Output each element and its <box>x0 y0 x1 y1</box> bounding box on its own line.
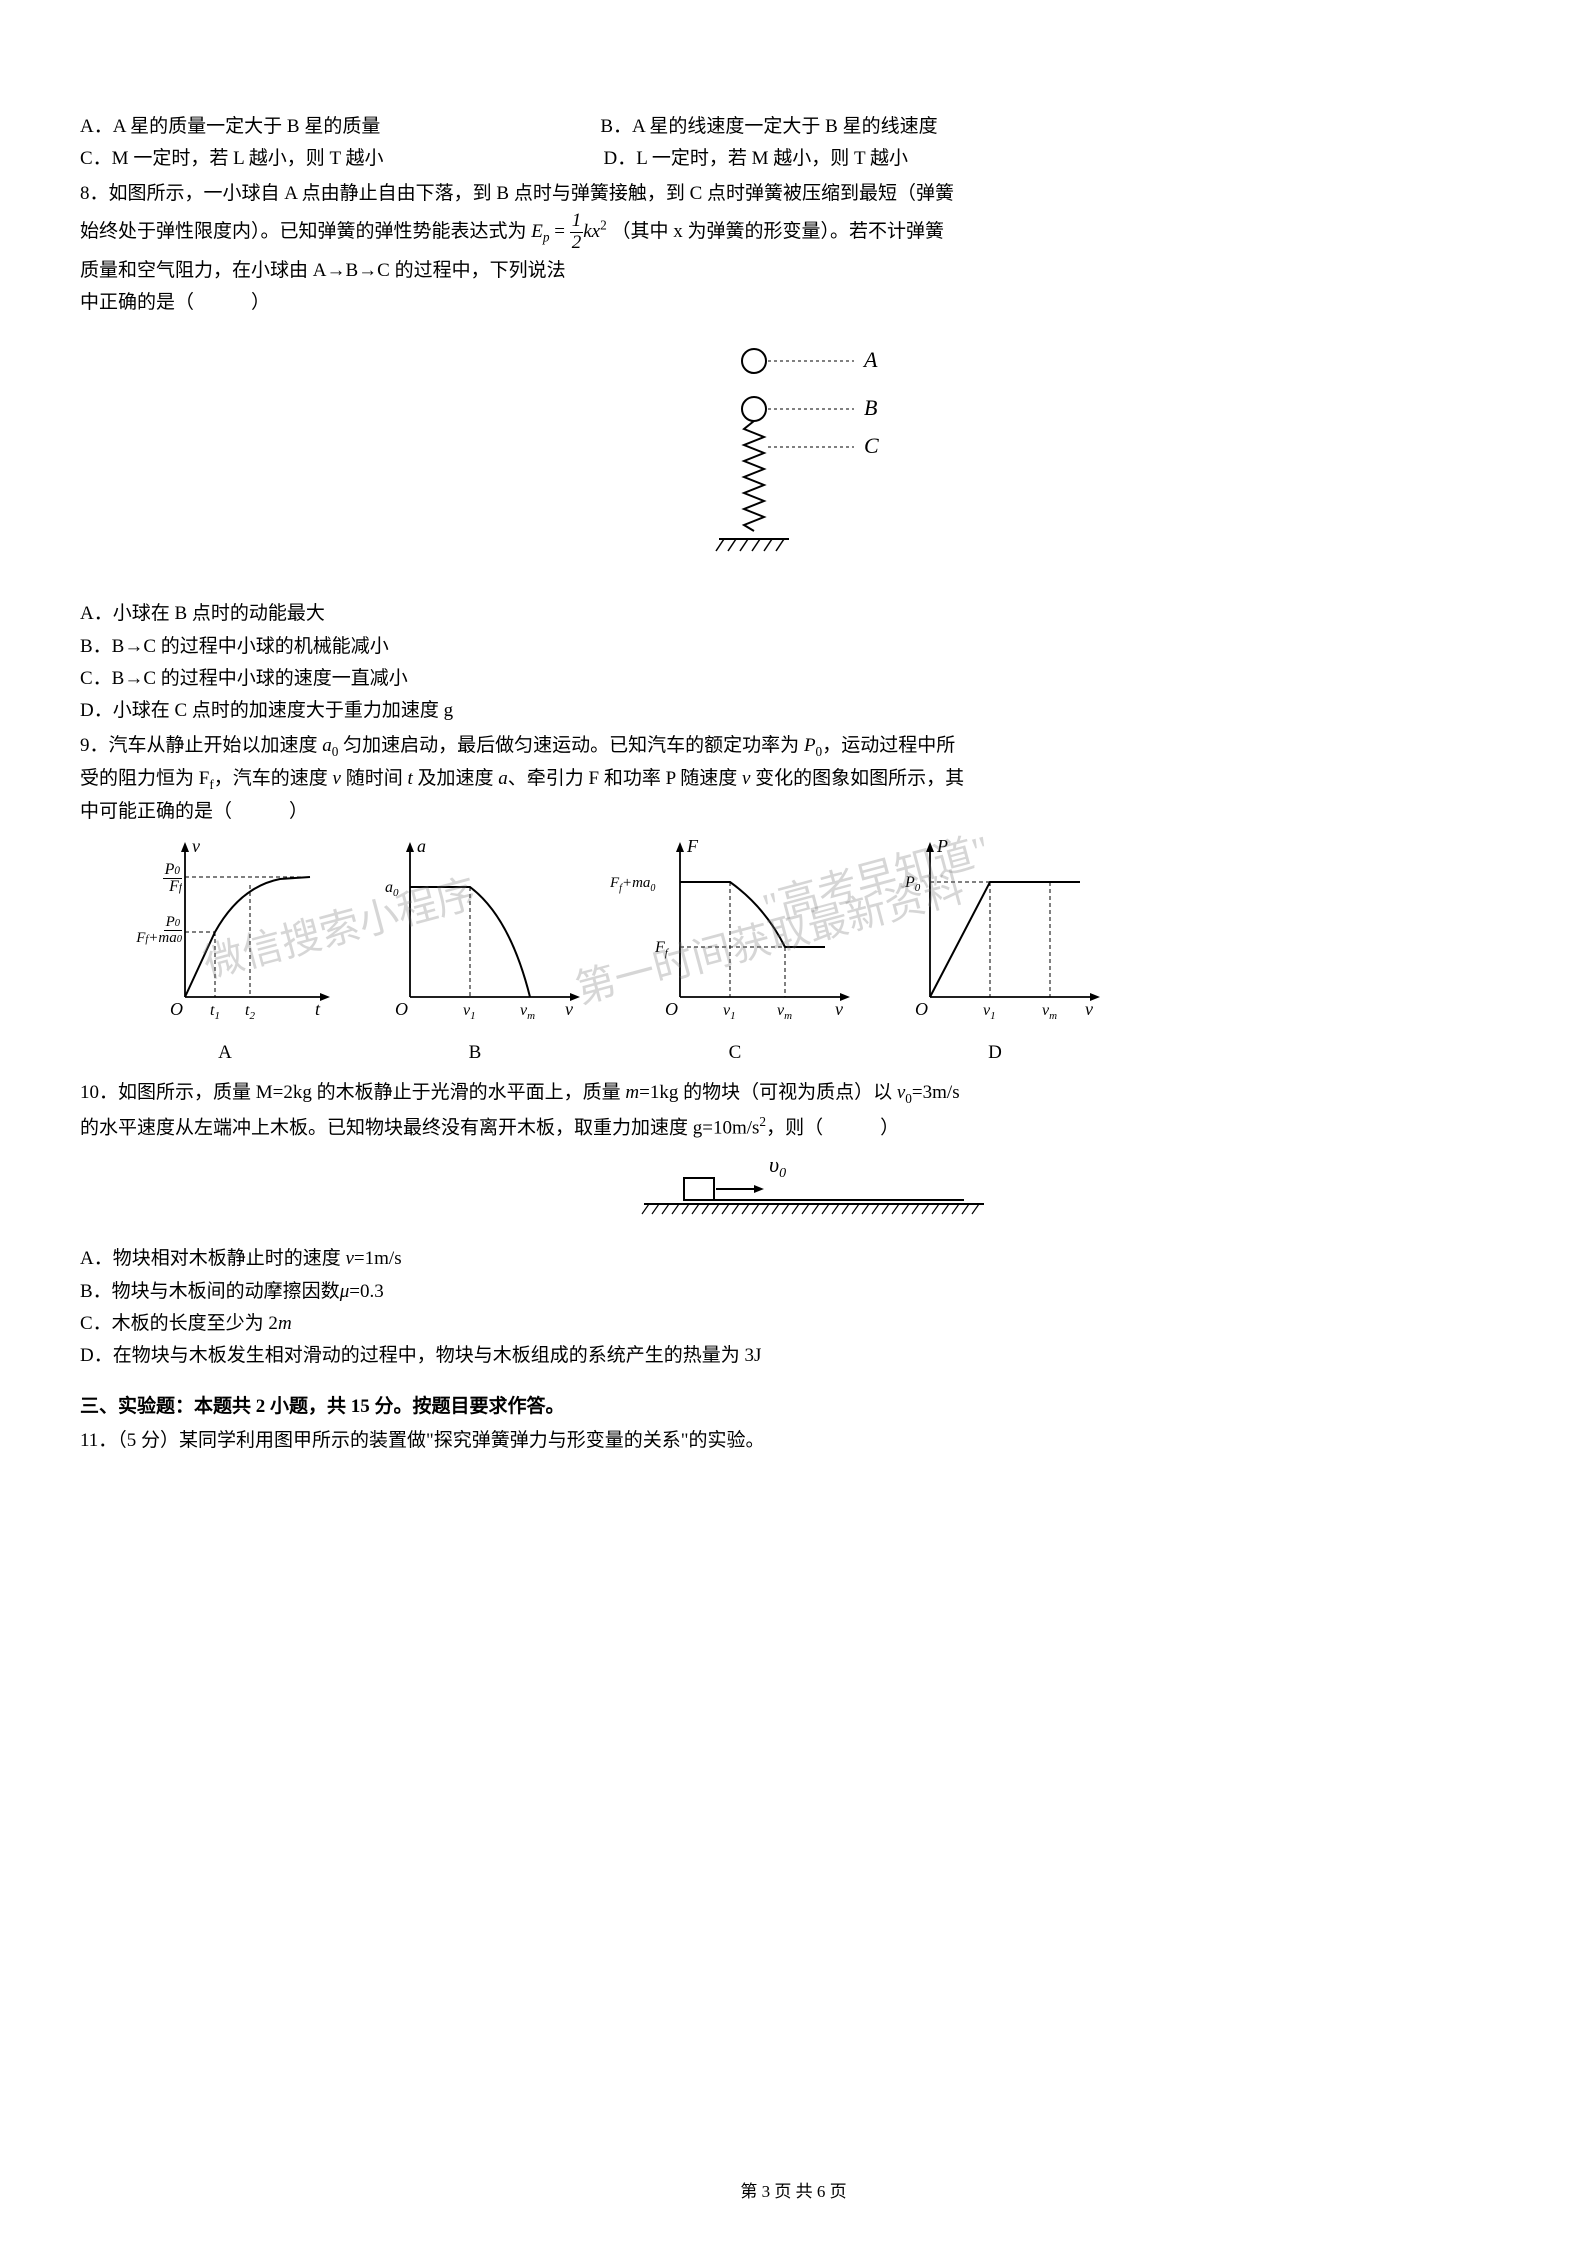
q9-intro1: 9．汽车从静止开始以加速度 a0 匀加速启动，最后做匀速运动。已知汽车的额定功率… <box>80 731 1507 762</box>
q8-intro4: 中正确的是（ ） <box>80 288 1507 318</box>
svg-text:O: O <box>170 999 183 1019</box>
q7-options-cd: C．M 一定时，若 L 越小，则 T 越小 D．L 一定时，若 M 越小，则 T… <box>80 144 1507 174</box>
graph-d: P v O P0 v1 vm D <box>880 837 1110 1068</box>
spring-label-c: C <box>864 433 879 458</box>
svg-text:O: O <box>665 999 678 1019</box>
svg-text:v: v <box>1085 999 1093 1019</box>
svg-text:v: v <box>192 837 200 856</box>
svg-text:t: t <box>315 999 321 1019</box>
q8-opt-d: D．小球在 C 点时的加速度大于重力加速度 g <box>80 696 1507 726</box>
graph-b-label: B <box>360 1038 590 1068</box>
svg-text:v1: v1 <box>723 1002 736 1022</box>
svg-text:v1: v1 <box>463 1002 476 1022</box>
spring-label-a: A <box>862 347 878 372</box>
q7-options-ab: A．A 星的质量一定大于 B 星的质量 B．A 星的线速度一定大于 B 星的线速… <box>80 112 1507 142</box>
svg-text:vm: vm <box>520 1002 535 1022</box>
q8-opt-b: B．B→C 的过程中小球的机械能减小 <box>80 632 1507 662</box>
q10-opt-d: D．在物块与木板发生相对滑动的过程中，物块与木板组成的系统产生的热量为 3J <box>80 1341 1507 1371</box>
graph-b: a v O a0 v1 vm B <box>360 837 590 1068</box>
svg-text:v: v <box>565 999 573 1019</box>
q9-graphs: 微信搜索小程序 "高考早知道" 第一时间获取最新资料 v t O P0 Ff <box>80 837 1507 1068</box>
q8-opt-a: A．小球在 B 点时的动能最大 <box>80 599 1507 629</box>
q7-opt-b: B．A 星的线速度一定大于 B 星的线速度 <box>600 112 937 142</box>
q11-text: 11．（5 分）某同学利用图甲所示的装置做"探究弹簧弹力与形变量的关系"的实验。 <box>80 1426 1507 1456</box>
q10-opt-b: B．物块与木板间的动摩擦因数μ=0.3 <box>80 1277 1507 1307</box>
svg-text:F: F <box>686 837 699 856</box>
svg-text:υ0: υ0 <box>769 1154 786 1181</box>
q8-intro3: 质量和空气阻力，在小球由 A→B→C 的过程中，下列说法 <box>80 256 1507 286</box>
graph-a-label: A <box>110 1038 340 1068</box>
section-3-header: 三、实验题：本题共 2 小题，共 15 分。按题目要求作答。 <box>80 1392 1507 1422</box>
spring-label-b: B <box>864 395 877 420</box>
svg-text:v1: v1 <box>983 1002 996 1022</box>
q7-opt-c: C．M 一定时，若 L 越小，则 T 越小 <box>80 144 383 174</box>
svg-text:t2: t2 <box>245 1002 255 1022</box>
svg-text:Ff+ma0: Ff+ma0 <box>610 875 655 894</box>
svg-text:vm: vm <box>777 1002 792 1022</box>
svg-text:vm: vm <box>1042 1002 1057 1022</box>
q10-diagram: υ0 <box>80 1154 1507 1234</box>
graph-a: v t O P0 Ff P0 Ff+ma0 <box>110 837 340 1068</box>
page-footer: 第 3 页 共 6 页 <box>0 2178 1587 2205</box>
q8-opt-c: C．B→C 的过程中小球的速度一直减小 <box>80 664 1507 694</box>
svg-text:P: P <box>936 837 948 856</box>
svg-text:O: O <box>395 999 408 1019</box>
q10-intro2: 的水平速度从左端冲上木板。已知物块最终没有离开木板，取重力加速度 g=10m/s… <box>80 1111 1507 1144</box>
q8-fraction: 1 2 <box>570 211 584 254</box>
svg-text:Ff: Ff <box>654 939 670 959</box>
q8-diagram: A B C <box>80 339 1507 579</box>
svg-text:v: v <box>835 999 843 1019</box>
q8-intro1: 8．如图所示，一小球自 A 点由静止自由下落，到 B 点时与弹簧接触，到 C 点… <box>80 179 1507 209</box>
svg-text:t1: t1 <box>210 1002 220 1022</box>
svg-text:a0: a0 <box>385 879 399 899</box>
svg-text:a: a <box>417 837 426 856</box>
q7-opt-d: D．L 一定时，若 M 越小，则 T 越小 <box>603 144 908 174</box>
graph-c: F v O Ff+ma0 Ff v1 vm C <box>610 837 860 1068</box>
svg-text:O: O <box>915 999 928 1019</box>
q8-intro2: 始终处于弹性限度内）。已知弹簧的弹性势能表达式为 Ep = 1 2 kx2 （其… <box>80 211 1507 254</box>
graph-d-label: D <box>880 1038 1110 1068</box>
q10-intro1: 10．如图所示，质量 M=2kg 的木板静止于光滑的水平面上，质量 m=1kg … <box>80 1078 1507 1109</box>
svg-text:P0: P0 <box>904 874 921 894</box>
q7-opt-a: A．A 星的质量一定大于 B 星的质量 <box>80 112 380 142</box>
graph-c-label: C <box>610 1038 860 1068</box>
q10-opt-c: C．木板的长度至少为 2m <box>80 1309 1507 1339</box>
q9-intro3: 中可能正确的是（ ） <box>80 797 1507 827</box>
q10-opt-a: A．物块相对木板静止时的速度 v=1m/s <box>80 1244 1507 1274</box>
q9-intro2: 受的阻力恒为 Ff，汽车的速度 v 随时间 t 及加速度 a、牵引力 F 和功率… <box>80 764 1507 795</box>
